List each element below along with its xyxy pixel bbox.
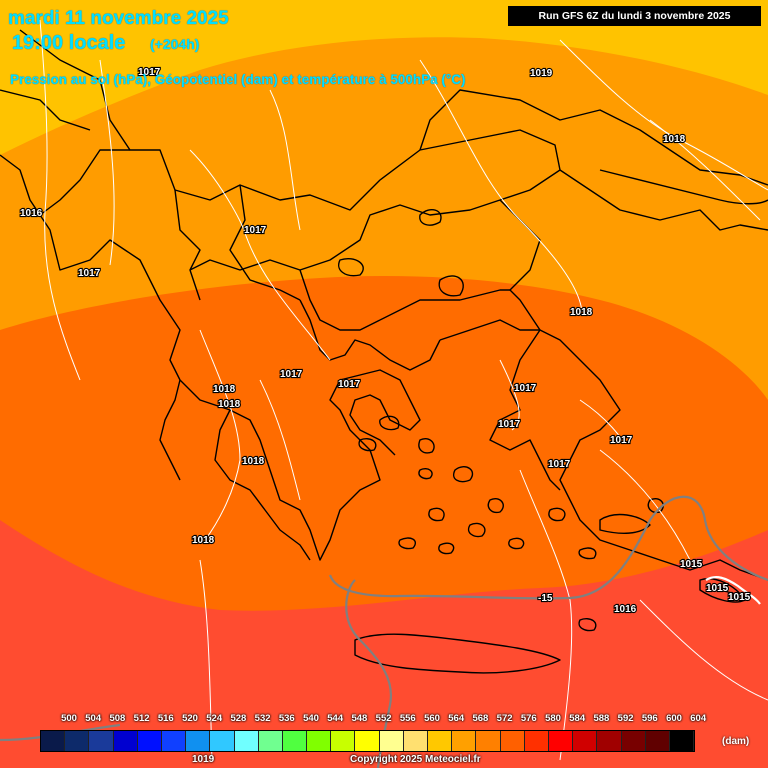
legend-tick: 604 xyxy=(690,713,707,724)
pressure-label: 1017 xyxy=(338,379,361,390)
isobar-1015-bold xyxy=(705,576,761,605)
legend-swatch xyxy=(428,731,453,751)
pressure-label: 1018 xyxy=(663,134,686,145)
band-564 xyxy=(0,520,768,768)
legend-tick: 500 xyxy=(61,713,77,724)
legend-swatch xyxy=(621,731,646,751)
legend-tick: 512 xyxy=(133,713,150,724)
legend-swatch xyxy=(307,731,332,751)
pressure-label: 1015 xyxy=(728,592,751,603)
legend-tick: 564 xyxy=(448,713,465,724)
pressure-label: 1017 xyxy=(514,383,537,394)
pressure-label: 1015 xyxy=(706,583,729,594)
legend-swatch xyxy=(282,731,308,751)
legend-tick: 508 xyxy=(109,713,126,724)
pressure-label: 1016 xyxy=(20,208,43,219)
legend-swatch xyxy=(113,731,138,751)
legend-swatch xyxy=(669,731,695,751)
legend-swatch xyxy=(331,731,356,751)
legend-tick: 560 xyxy=(424,713,440,724)
legend-tick: 572 xyxy=(496,713,513,724)
legend-swatch xyxy=(403,731,428,751)
pressure-label: 1018 xyxy=(213,384,236,395)
legend-swatch xyxy=(452,731,477,751)
legend-tick: 568 xyxy=(472,713,489,724)
pressure-label: 1018 xyxy=(242,456,265,467)
legend-tick: 592 xyxy=(617,713,634,724)
pressure-label: 1018 xyxy=(218,399,241,410)
legend-tick: 524 xyxy=(206,713,223,724)
legend-tick: 600 xyxy=(666,713,682,724)
legend-tick: 548 xyxy=(351,713,368,724)
legend-swatch xyxy=(41,731,66,751)
pressure-label: 1015 xyxy=(680,559,703,570)
pressure-label: 1018 xyxy=(192,535,215,546)
pressure-label: 1017 xyxy=(548,459,571,470)
legend-tick: 540 xyxy=(303,713,319,724)
legend-swatch xyxy=(89,731,114,751)
legend-swatch xyxy=(186,731,211,751)
legend-swatch xyxy=(476,731,501,751)
legend-tick: 528 xyxy=(230,713,247,724)
pressure-label: 1017 xyxy=(610,435,633,446)
legend-swatch xyxy=(210,731,235,751)
legend-tick: 556 xyxy=(399,713,416,724)
legend-swatch xyxy=(65,731,90,751)
pressure-labels: 1016 1017 1017 1017 1018 1017 1017 1018 1018 1018… xyxy=(19,66,752,616)
legend-tick: 504 xyxy=(85,713,102,724)
pressure-label: 1019 xyxy=(530,68,553,79)
run-info-box: Run GFS 6Z du lundi 3 novembre 2025 xyxy=(508,6,761,26)
pressure-label: 1018 xyxy=(570,307,593,318)
legend-color-bar xyxy=(40,730,696,752)
legend-unit: (dam) xyxy=(722,736,750,747)
legend-swatch xyxy=(137,731,162,751)
legend-swatch xyxy=(355,731,380,751)
pressure-label-bottom: 1019 xyxy=(192,754,215,765)
pressure-label: 1017 xyxy=(280,369,303,380)
legend-tick: 552 xyxy=(375,713,392,724)
isotherm-label: -15 xyxy=(538,593,553,604)
copyright-text: Copyright 2025 Meteociel.fr xyxy=(350,754,481,765)
legend-swatch xyxy=(234,731,259,751)
forecast-date: mardi 11 novembre 2025 xyxy=(8,8,229,29)
legend-tick: 588 xyxy=(593,713,610,724)
legend-tick: 596 xyxy=(641,713,658,724)
legend-swatch xyxy=(573,731,598,751)
legend-swatch xyxy=(379,731,404,751)
coastlines xyxy=(0,29,768,674)
legend-swatch xyxy=(597,731,622,751)
legend-tick: 532 xyxy=(254,713,271,724)
map-subtitle: Pression au sol (hPa), Géopotentiel (dam… xyxy=(10,72,466,87)
legend-tick: 580 xyxy=(545,713,561,724)
legend-swatch xyxy=(161,731,187,751)
legend-tick: 536 xyxy=(278,713,295,724)
legend-tick: 584 xyxy=(569,713,586,724)
legend-swatch xyxy=(645,731,670,751)
band-576 xyxy=(0,0,768,155)
legend-swatch xyxy=(548,731,574,751)
forecast-offset: (+204h) xyxy=(150,36,200,52)
pressure-label: 1017 xyxy=(138,67,161,78)
legend-swatch xyxy=(258,731,283,751)
color-legend: 500 504 508 512 516 520 524 528 532 536 540 544 548 5… xyxy=(0,708,768,768)
legend-tick: 544 xyxy=(327,713,344,724)
legend-tick: 520 xyxy=(182,713,198,724)
forecast-time: 19:00 locale xyxy=(12,32,126,54)
legend-swatch xyxy=(524,731,549,751)
legend-swatch xyxy=(500,731,525,751)
pressure-label: 1017 xyxy=(498,419,521,430)
pressure-label: 1017 xyxy=(244,225,267,236)
pressure-label: 1017 xyxy=(78,268,101,279)
pressure-label: 1016 xyxy=(614,604,637,615)
legend-tick: 576 xyxy=(520,713,537,724)
legend-tick: 516 xyxy=(157,713,174,724)
